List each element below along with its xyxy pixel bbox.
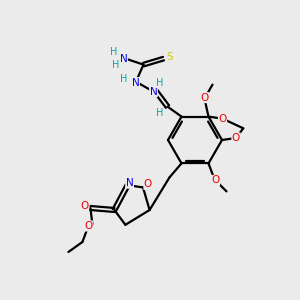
Text: N: N	[126, 178, 134, 188]
Text: H: H	[110, 46, 117, 57]
Text: O: O	[84, 221, 92, 231]
Text: O: O	[80, 201, 88, 211]
Text: N: N	[150, 87, 158, 97]
Text: H: H	[156, 108, 163, 118]
Text: H: H	[156, 78, 163, 88]
Text: N: N	[120, 54, 128, 64]
Text: O: O	[218, 114, 226, 124]
Text: H: H	[112, 60, 119, 70]
Text: O: O	[232, 133, 240, 143]
Text: O: O	[200, 93, 208, 103]
Text: O: O	[212, 176, 220, 185]
Text: N: N	[132, 78, 140, 88]
Text: H: H	[120, 74, 127, 84]
Text: O: O	[144, 179, 152, 189]
Text: S: S	[166, 52, 173, 61]
